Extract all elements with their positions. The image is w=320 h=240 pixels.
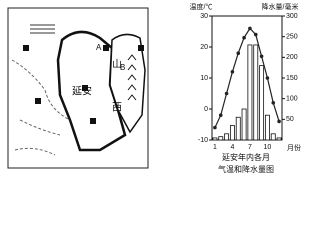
point xyxy=(265,76,270,80)
chart: 温度/℃ 降水量/毫米 月份 延安年内各月 气温和降水量图 -10 0 10 20 30… xyxy=(190,2,301,174)
x-tick-label: 7 xyxy=(248,144,252,151)
y2-tick-label: 200 xyxy=(286,54,298,61)
bar xyxy=(276,137,282,141)
y2-tick-label: 150 xyxy=(286,75,298,82)
desert xyxy=(30,24,55,34)
city xyxy=(35,98,41,104)
y2-tick-label: 250 xyxy=(286,34,298,41)
city xyxy=(23,45,29,51)
chart-subtitle: 气温和降水量图 xyxy=(218,164,274,174)
bar xyxy=(253,44,259,141)
x-tick-label: 10 xyxy=(264,144,272,151)
point xyxy=(248,26,252,31)
y-tick-label: 0 xyxy=(204,106,208,113)
map-label: B xyxy=(120,63,125,72)
y-axis-title: 温度/℃ xyxy=(190,2,213,11)
map-label: 延安 xyxy=(72,85,92,98)
bar xyxy=(247,44,253,141)
point xyxy=(253,32,258,37)
x-tick-label: 4 xyxy=(230,144,234,151)
point xyxy=(224,91,229,96)
bar xyxy=(229,125,235,141)
y-tick-label: 20 xyxy=(200,44,208,51)
city xyxy=(138,45,144,51)
x-axis-title: 月份 xyxy=(287,143,301,152)
point xyxy=(259,54,264,59)
figure: A B 山 西 延安 温度/℃ 降水量/毫米 月份 延安年内各月 气温和降水量图… xyxy=(7,2,301,174)
y2-axis-title: 降水量/毫米 xyxy=(262,2,299,11)
point xyxy=(213,125,217,130)
y-tick-label: -10 xyxy=(198,137,208,144)
city xyxy=(82,85,88,91)
city xyxy=(90,118,96,124)
point xyxy=(236,51,241,55)
y-tick-label: 10 xyxy=(200,75,208,82)
y2-tick-label: 100 xyxy=(286,96,298,103)
map-label: A xyxy=(96,43,102,52)
region xyxy=(109,33,146,134)
point xyxy=(218,113,223,117)
x-tick-label: 1 xyxy=(213,144,217,151)
point xyxy=(230,70,235,74)
city xyxy=(103,45,109,51)
map-label: 山 xyxy=(112,59,122,71)
bar xyxy=(235,116,241,141)
chart-title: 延安年内各月 xyxy=(222,152,270,162)
point xyxy=(277,119,281,124)
y-tick-label: 30 xyxy=(200,13,208,20)
bar xyxy=(224,133,230,141)
y2-tick-label: 300 xyxy=(286,13,298,20)
line xyxy=(214,27,280,128)
province xyxy=(56,30,127,152)
bar xyxy=(264,114,270,141)
bar xyxy=(218,136,224,141)
page: A B 山 西 延安 温度/℃ 降水量/毫米 月份 延安年内各月 气温和降水量图… xyxy=(7,1,301,175)
point xyxy=(242,35,246,40)
map: A B 山 西 延安 xyxy=(7,7,149,169)
bar xyxy=(241,108,247,141)
river xyxy=(11,59,71,156)
map-label: 西 xyxy=(112,103,122,114)
mountains xyxy=(127,54,137,101)
plot-frame xyxy=(211,15,283,141)
bar xyxy=(212,137,218,141)
bar xyxy=(270,133,276,141)
y2-tick-label: 50 xyxy=(286,116,294,123)
bar xyxy=(259,65,265,141)
point xyxy=(271,101,276,105)
